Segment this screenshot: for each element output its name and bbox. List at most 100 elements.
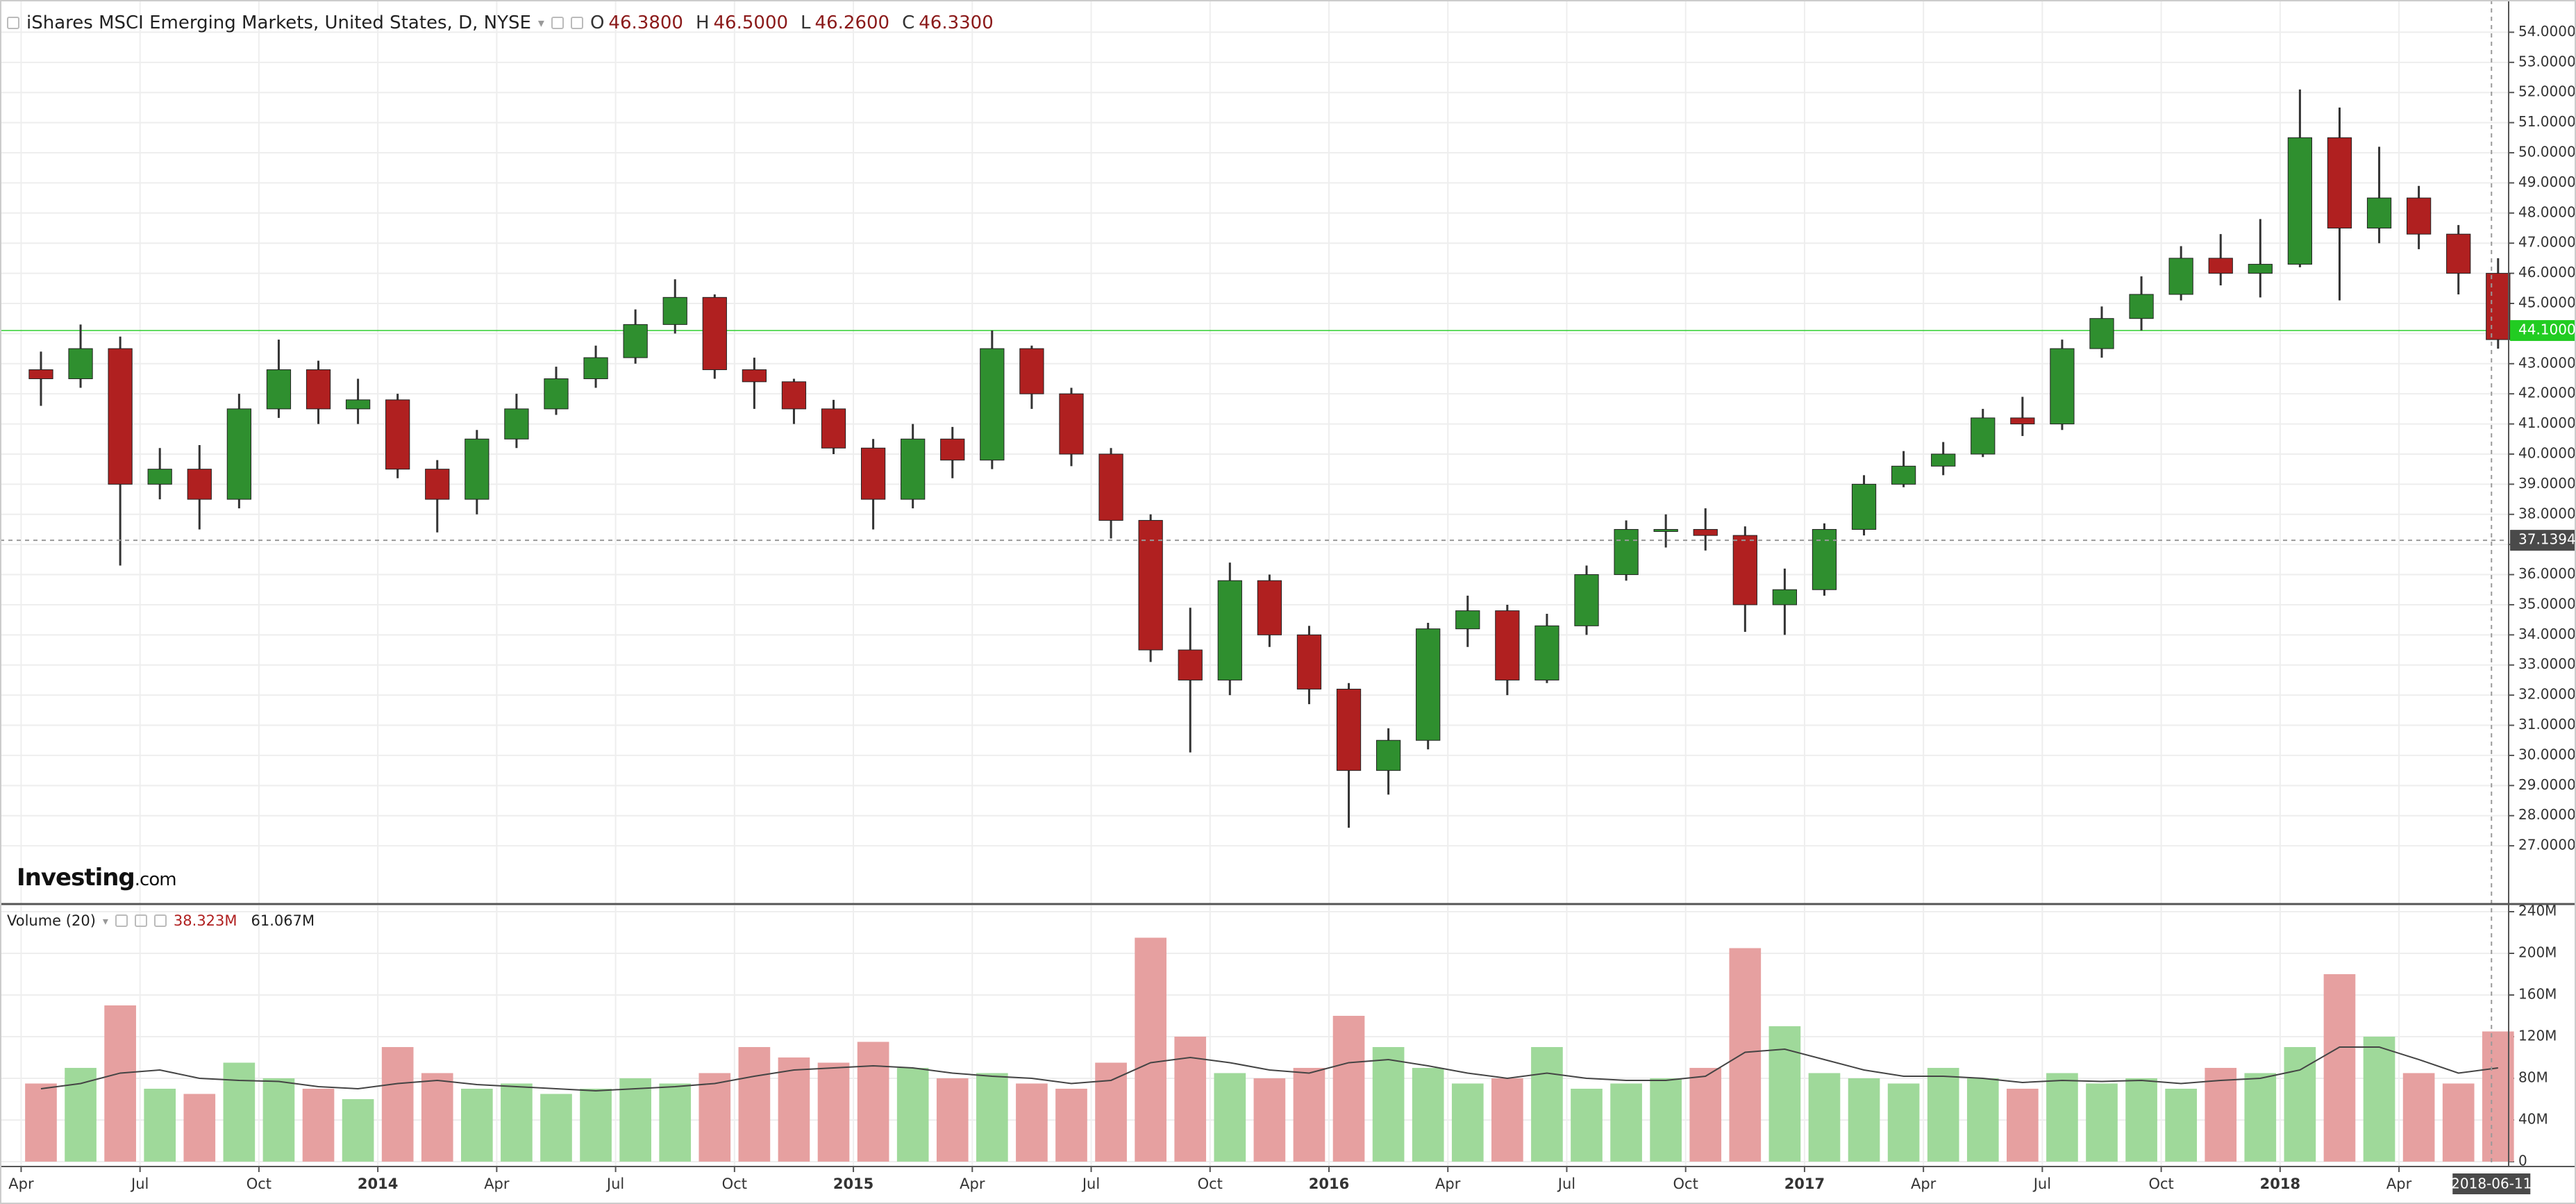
logo-rest: .com [134, 869, 177, 890]
y-tick-label: 46.0000 [2518, 264, 2576, 281]
candle-body [1416, 628, 1441, 741]
candle-body [1931, 453, 1956, 467]
volume-header: Volume (20) ▾ 38.323M 61.067M [7, 912, 315, 929]
candle-body [1059, 393, 1084, 455]
candle-body [1217, 580, 1242, 680]
volume-bar [699, 1073, 731, 1162]
volume-bar [342, 1098, 374, 1162]
last-price-label: 44.1000 [2518, 321, 2576, 338]
volume-bar [1332, 1015, 1365, 1162]
x-tick-label: Jul [1557, 1176, 1575, 1192]
volume-bar [2244, 1073, 2277, 1162]
close-icon[interactable] [153, 914, 167, 927]
candle-body [1891, 465, 1916, 485]
candle-body [1178, 649, 1203, 680]
y-tick-label: 120M [2518, 1027, 2557, 1044]
collapse-icon[interactable] [7, 17, 19, 29]
candle-body [2327, 137, 2352, 229]
volume-bar [421, 1073, 453, 1162]
y-tick-label: 32.0000 [2518, 686, 2576, 703]
volume-value: 61.067M [251, 912, 315, 929]
y-tick-label: 45.0000 [2518, 294, 2576, 310]
candle-body [425, 469, 450, 500]
candle-body [742, 369, 767, 383]
ohlc-readout: O 46.3800 H 46.5000 L 46.2600 C 46.3300 [590, 12, 1002, 33]
candle-body [147, 469, 172, 485]
volume-bar [381, 1046, 414, 1162]
volume-readout: 38.323M 61.067M [174, 912, 315, 929]
candle-body [28, 369, 53, 379]
dropdown-arrow[interactable]: ▾ [102, 914, 108, 928]
volume-bar [65, 1067, 97, 1162]
candle-body [2366, 197, 2392, 229]
symbol-title: iShares MSCI Emerging Markets, United St… [26, 12, 531, 33]
y-tick-label: 47.0000 [2518, 234, 2576, 251]
candle-body [1732, 535, 1757, 605]
x-tick-label: Apr [484, 1176, 510, 1192]
hide-icon[interactable] [134, 914, 147, 927]
y-tick-label: 42.0000 [2518, 385, 2576, 401]
x-tick-label: Oct [1198, 1176, 1223, 1192]
y-tick-label: 200M [2518, 944, 2557, 960]
volume-bar [1610, 1083, 1642, 1162]
symbol-header: iShares MSCI Emerging Markets, United St… [7, 12, 1002, 33]
candle-body [1019, 348, 1044, 394]
candle-body [2248, 264, 2273, 274]
candle-body [465, 438, 490, 500]
x-tick-label: 2017 [1784, 1176, 1825, 1192]
candle-body [2168, 258, 2193, 295]
investing-logo: Investing.com [17, 864, 177, 892]
candle-body [2089, 318, 2114, 349]
x-tick-label: 2015 [833, 1176, 873, 1192]
candle-body [68, 348, 93, 379]
settings-icon[interactable] [551, 17, 564, 29]
x-tick-label: Oct [2148, 1176, 2173, 1192]
volume-bar [501, 1083, 533, 1162]
settings-icon[interactable] [115, 914, 128, 927]
volume-bar [976, 1073, 1008, 1162]
volume-bar [1016, 1083, 1048, 1162]
x-tick-label: Oct [1673, 1176, 1698, 1192]
cursor-price-tag [2510, 530, 2575, 551]
ohlc-value: 46.5000 [713, 12, 789, 33]
volume-bar [1689, 1067, 1722, 1162]
candle-body [266, 369, 292, 410]
volume-bar [1927, 1067, 1959, 1162]
last-price-tag [2510, 320, 2575, 342]
y-tick-label: 43.0000 [2518, 354, 2576, 371]
hide-icon[interactable] [570, 17, 583, 29]
candle-body [2446, 233, 2471, 274]
candle-body [306, 369, 331, 410]
volume-bar [659, 1083, 692, 1162]
y-tick-label: 29.0000 [2518, 776, 2576, 793]
volume-bar [1650, 1078, 1682, 1162]
volume-bar [1768, 1026, 1801, 1162]
volume-value: 38.323M [173, 912, 237, 929]
candle-body [1772, 589, 1798, 605]
y-tick-label: 27.0000 [2518, 837, 2576, 853]
volume-bar [619, 1078, 651, 1162]
candle-body [781, 381, 807, 410]
volume-bar [2165, 1088, 2197, 1162]
ohlc-value: 46.3800 [608, 12, 683, 33]
candle-body [1614, 528, 1639, 576]
candle-body [1851, 483, 1877, 530]
y-tick-label: 39.0000 [2518, 475, 2576, 492]
y-tick-label: 35.0000 [2518, 595, 2576, 612]
y-tick-label: 40.0000 [2518, 444, 2576, 461]
x-tick-label: Jul [2032, 1176, 2051, 1192]
volume-bar [25, 1083, 57, 1162]
candle-body [1138, 519, 1163, 651]
volume-bar [262, 1078, 295, 1162]
volume-bar [2402, 1073, 2435, 1162]
x-tick-label: Apr [2386, 1176, 2412, 1192]
dropdown-arrow[interactable]: ▾ [537, 15, 544, 31]
x-tick-label: 2018 [2260, 1176, 2300, 1192]
y-tick-label: 160M [2518, 985, 2557, 1002]
volume-bar [1174, 1036, 1207, 1162]
volume-ma-line [40, 1046, 2498, 1092]
candle-body [504, 408, 529, 440]
volume-bar [936, 1078, 969, 1162]
